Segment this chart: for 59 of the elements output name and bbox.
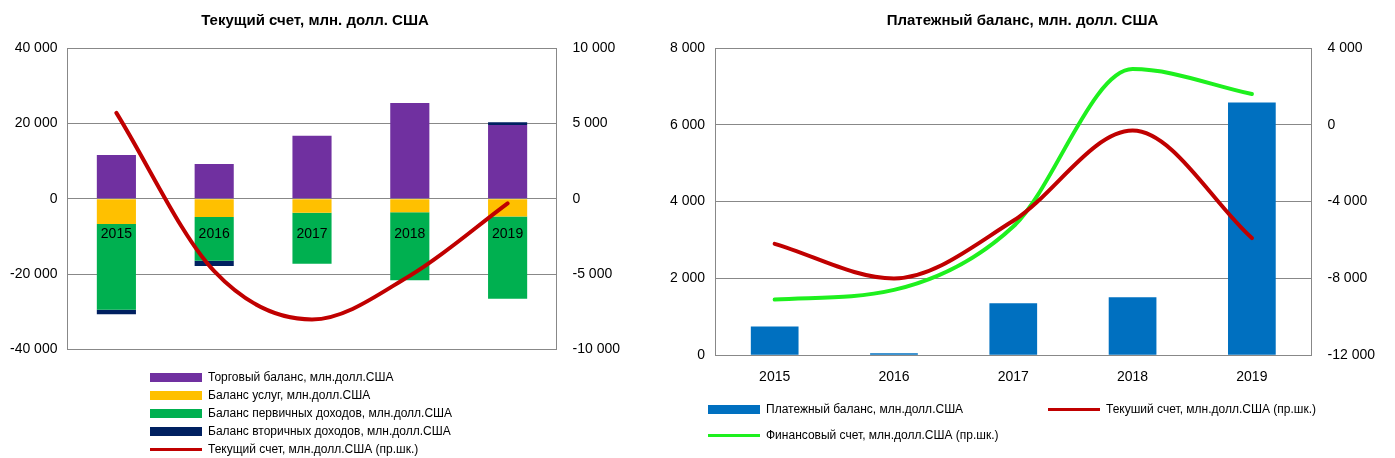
bar: [96, 224, 136, 310]
bar: [1228, 102, 1276, 355]
bar: [96, 199, 136, 225]
bar: [292, 212, 332, 264]
y-tick-label: 6 000: [669, 115, 706, 132]
y2-tick-label: 10 000: [572, 38, 616, 55]
x-tick-label: 2016: [198, 224, 230, 241]
bar: [194, 164, 234, 199]
legend-label: Баланс первичных доходов, млн.долл.США: [208, 406, 453, 420]
bar: [989, 303, 1038, 355]
x-tick-label: 2018: [1116, 368, 1149, 385]
legend-label: Текущий счет, млн.долл.США (пр.шк.): [208, 442, 419, 456]
y2-tick-label: 4 000: [1327, 38, 1363, 55]
bar: [96, 155, 136, 199]
bar: [488, 122, 528, 125]
x-tick-label: 2017: [296, 224, 328, 241]
legend-label: Финансовый счет, млн.долл.США (пр.шк.): [766, 428, 999, 442]
bar: [194, 199, 234, 217]
x-tick-label: 2017: [997, 368, 1030, 385]
x-tick-label: 2019: [492, 224, 524, 241]
y-tick-label: 0: [49, 189, 58, 206]
y-tick-label: 2 000: [669, 269, 706, 286]
line-series: [772, 128, 1254, 281]
legend-label: Торговый баланс, млн.долл.США: [208, 370, 394, 384]
x-tick-label: 2015: [100, 224, 133, 241]
chart-title: Платежный баланс, млн. долл. США: [886, 11, 1159, 29]
bar: [292, 199, 332, 213]
y2-tick-label: 0: [1327, 115, 1336, 132]
y-tick-label: 20 000: [14, 114, 58, 131]
y-tick-label: 0: [697, 346, 706, 363]
y-tick-label: -20 000: [10, 265, 58, 282]
bar: [390, 199, 430, 213]
legend-label: Платежный баланс, млн.долл.США: [766, 402, 964, 416]
y2-tick-label: -10 000: [572, 340, 621, 357]
bar: [488, 216, 528, 299]
legend-label: Баланс вторичных доходов, млн.долл.США: [208, 424, 451, 438]
bar: [390, 103, 430, 199]
y2-tick-label: 5 000: [572, 114, 608, 131]
x-tick-label: 2015: [759, 368, 791, 385]
x-tick-label: 2019: [1236, 368, 1268, 385]
line-series: [772, 67, 1254, 302]
y2-tick-label: -8 000: [1327, 269, 1368, 286]
bar: [488, 124, 528, 199]
y2-tick-label: -4 000: [1327, 192, 1368, 209]
y2-tick-label: 0: [572, 189, 581, 206]
y-tick-label: 40 000: [14, 38, 58, 55]
bar: [292, 135, 332, 199]
x-tick-label: 2016: [878, 368, 910, 385]
x-tick-label: 2018: [394, 224, 426, 241]
y-tick-label: -40 000: [10, 340, 58, 357]
y-tick-label: 4 000: [669, 192, 706, 209]
legend-label: Текуший счет, млн.долл.США (пр.шк.): [1106, 402, 1316, 416]
y2-tick-label: -5 000: [572, 265, 613, 282]
y-tick-label: 8 000: [669, 38, 706, 55]
y2-tick-label: -12 000: [1327, 346, 1376, 363]
bar: [750, 326, 799, 355]
bar: [1108, 297, 1157, 355]
chart-title: Текущий счет, млн. долл. США: [201, 11, 430, 29]
legend-label: Баланс услуг, млн.долл.США: [208, 388, 371, 402]
